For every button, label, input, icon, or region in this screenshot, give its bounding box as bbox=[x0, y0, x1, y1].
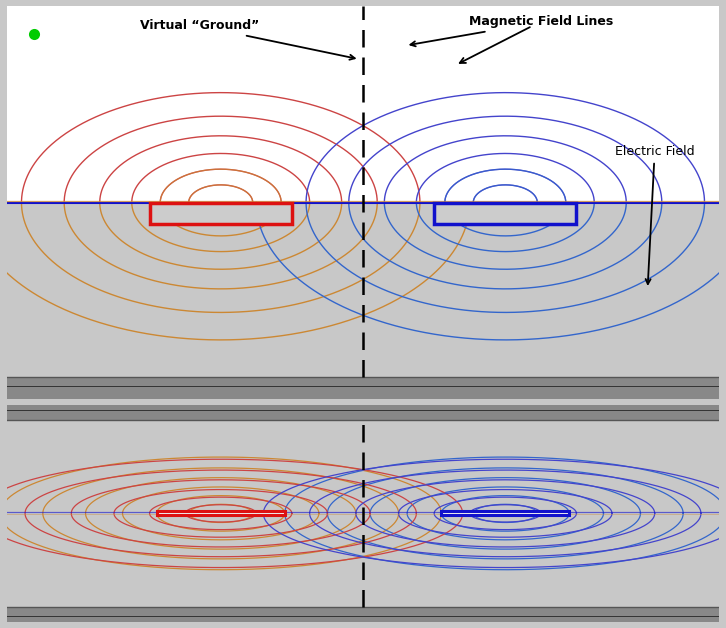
Text: Electric Field: Electric Field bbox=[615, 145, 695, 284]
Bar bbox=[157, 511, 285, 516]
Bar bbox=[441, 511, 569, 516]
Bar bbox=[7, 6, 719, 202]
Bar bbox=[7, 607, 719, 622]
Bar bbox=[7, 377, 719, 399]
Bar bbox=[434, 202, 576, 224]
Text: Virtual “Ground”: Virtual “Ground” bbox=[139, 19, 355, 60]
Bar bbox=[150, 202, 292, 224]
Bar bbox=[7, 405, 719, 420]
Text: Magnetic Field Lines: Magnetic Field Lines bbox=[410, 16, 613, 46]
